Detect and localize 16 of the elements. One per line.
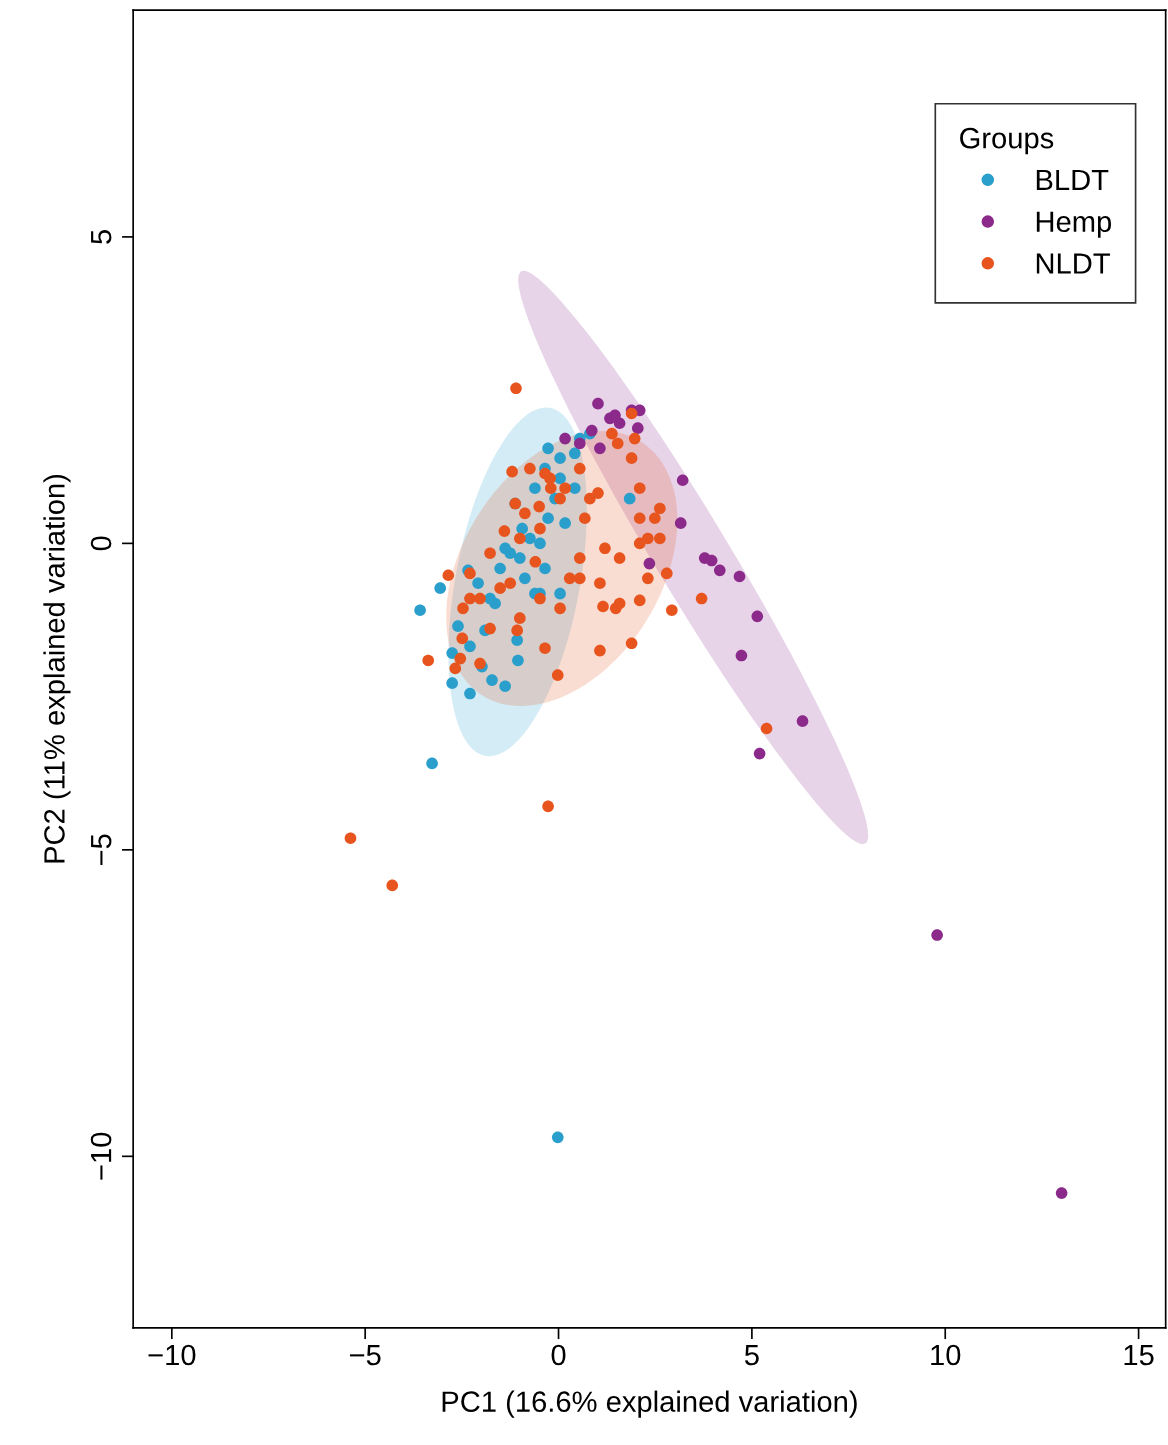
x-tick-label: 5 [744, 1345, 759, 1366]
x-tick-label: 10 [931, 1344, 961, 1366]
y-axis-title: PC2 (11% explained variation) [43, 474, 71, 863]
x-tick-label: −10 [148, 1344, 196, 1366]
legend-label: NLDT [1036, 253, 1110, 274]
legend-title: Groups [960, 127, 1054, 155]
x-tick-label: −5 [349, 1345, 381, 1366]
legend-label: BLDT [1036, 169, 1109, 191]
x-tick-label: 0 [551, 1344, 566, 1366]
y-tick-label: −10 [90, 1132, 112, 1180]
legend-label: Hemp [1036, 211, 1112, 238]
y-tick-label: 0 [90, 536, 112, 551]
y-tick-label: −5 [91, 834, 112, 866]
x-tick-label: 15 [1124, 1345, 1154, 1366]
x-axis-title: PC1 (16.6% explained variation) [442, 1390, 857, 1418]
y-tick-label: 5 [91, 230, 112, 244]
